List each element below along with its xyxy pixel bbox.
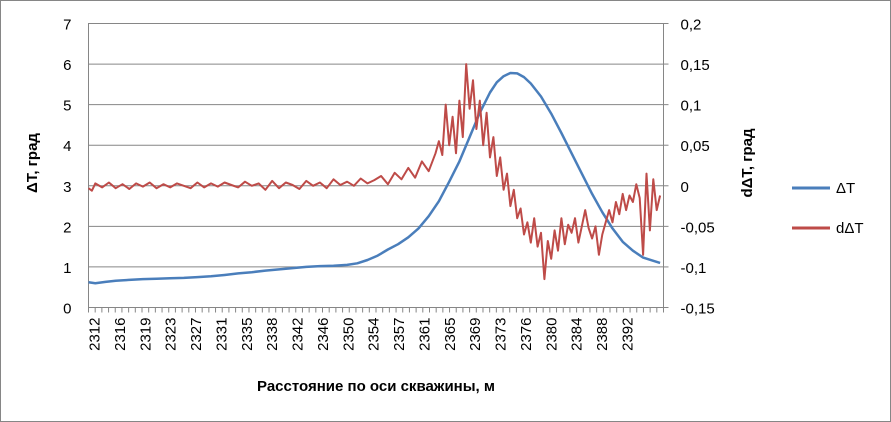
- x-tick-label: 2335: [239, 318, 256, 351]
- x-tick-label: 2342: [290, 318, 307, 351]
- legend: ΔT dΔT: [792, 180, 864, 237]
- y-right-tick-label: 0,15: [681, 57, 710, 74]
- x-tick-label: 2388: [594, 318, 611, 351]
- x-tick-label: 2323: [163, 318, 180, 351]
- x-tick-label: 2361: [416, 318, 433, 351]
- x-tick-label: 2316: [112, 318, 129, 351]
- x-tick-label: 2376: [518, 318, 535, 351]
- legend-item-ddt: dΔT: [792, 220, 864, 237]
- x-tick-label: 2384: [569, 318, 586, 351]
- y-right-tick-label: 0,1: [681, 98, 702, 115]
- x-axis-title: Расстояние по оси скважины, м: [257, 378, 495, 395]
- y-left-tick-label: 3: [63, 179, 71, 196]
- x-tick-label: 2327: [188, 318, 205, 351]
- y-left-tick-label: 4: [63, 138, 71, 155]
- legend-item-dt: ΔT: [792, 180, 855, 197]
- x-tick-label: 2346: [315, 318, 332, 351]
- y-axis-left-title: ΔT, град: [24, 133, 41, 193]
- x-tick-label: 2354: [366, 318, 383, 351]
- y-axis-right-ticks: -0,15 -0,1 -0,05 0 0,05 0,1 0,15 0,2: [663, 17, 715, 318]
- series-line-dt: [88, 71, 661, 285]
- x-tick-label: 2338: [264, 318, 281, 351]
- x-tick-label: 2312: [87, 318, 104, 351]
- x-tick-label: 2357: [391, 318, 408, 351]
- y-left-tick-label: 2: [63, 219, 71, 236]
- y-left-tick-label: 6: [63, 57, 71, 74]
- x-tick-label: 2331: [213, 318, 230, 351]
- y-right-tick-label: -0,1: [681, 260, 707, 277]
- y-right-tick-label: 0: [681, 179, 689, 196]
- x-axis-ticks: 2312 2316 2319 2323 2327 2331 2335 2338 2342 2346…: [87, 307, 664, 351]
- y-left-tick-label: 7: [63, 17, 71, 34]
- x-tick-label: 2350: [340, 318, 357, 351]
- x-tick-label: 2392: [620, 318, 637, 351]
- x-tick-label: 2365: [442, 318, 459, 351]
- y-axis-left-ticks: 0 1 2 3 4 5 6 7: [63, 17, 71, 318]
- y-left-tick-label: 0: [63, 301, 71, 318]
- x-tick-label: 2319: [137, 318, 154, 351]
- y-left-tick-label: 1: [63, 260, 71, 277]
- y-right-tick-label: -0,15: [681, 301, 715, 318]
- series-lines: [87, 63, 662, 285]
- y-right-tick-label: 0,05: [681, 138, 710, 155]
- x-tick-label: 2373: [493, 318, 510, 351]
- y-left-tick-label: 5: [63, 98, 71, 115]
- y-right-tick-label: -0,05: [681, 219, 715, 236]
- x-tick-label: 2380: [543, 318, 560, 351]
- series-line-ddt: [87, 63, 662, 281]
- legend-label-ddt: dΔT: [836, 220, 864, 237]
- y-axis-right-title: dΔT, град: [739, 128, 756, 198]
- legend-label-dt: ΔT: [836, 180, 855, 197]
- x-tick-label: 2369: [467, 318, 484, 351]
- y-right-tick-label: 0,2: [681, 17, 702, 34]
